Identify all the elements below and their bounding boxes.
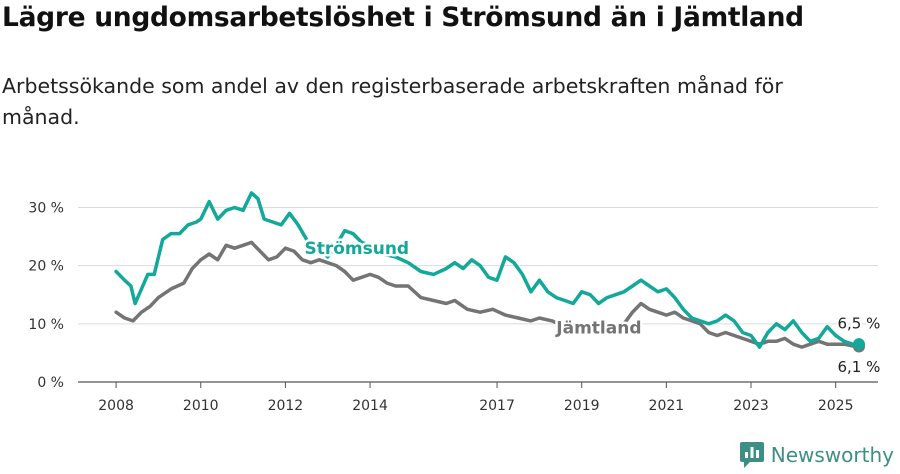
series-lines [114,191,865,353]
y-tick-label: 0 % [37,375,64,391]
newsworthy-logo: Newsworthy [739,440,894,470]
chart-subtitle: Arbetssökande som andel av den registerb… [2,74,783,129]
axes: 0 % 10 % 20 % 30 % 2008 2010 2012 2014 2017 2019 2… [28,200,878,414]
x-tick-label: 2012 [268,398,304,414]
y-tick-label: 20 % [28,259,64,275]
series-end-point [852,338,865,351]
x-tick-label: 2025 [818,398,854,414]
series-label-jamtland: Jämtland [555,319,641,339]
x-tick-label: 2008 [98,398,134,414]
brand-name: Newsworthy [770,443,894,467]
x-tick-label: 2014 [352,398,388,414]
series-line-stromsund [114,191,861,349]
x-tick-label: 2017 [479,398,515,414]
end-label-stromsund: 6,5 % [838,314,881,332]
series-label-stromsund: Strömsund [304,239,409,259]
series-labels: Strömsund Jämtland 6,5 % 6,1 % [302,237,882,379]
y-tick-label: 30 % [28,200,64,216]
newsworthy-icon [739,442,764,468]
x-tick-label: 2021 [649,398,685,414]
y-tick-label: 10 % [28,317,64,333]
x-tick-label: 2023 [733,398,769,414]
chart-title: Lägre ungdomsarbetslöshet i Strömsund än… [2,2,804,33]
x-tick-label: 2019 [564,398,600,414]
end-label-jamtland: 6,1 % [838,358,881,376]
series-line-jamtland [114,240,861,349]
x-tick-label: 2010 [183,398,219,414]
